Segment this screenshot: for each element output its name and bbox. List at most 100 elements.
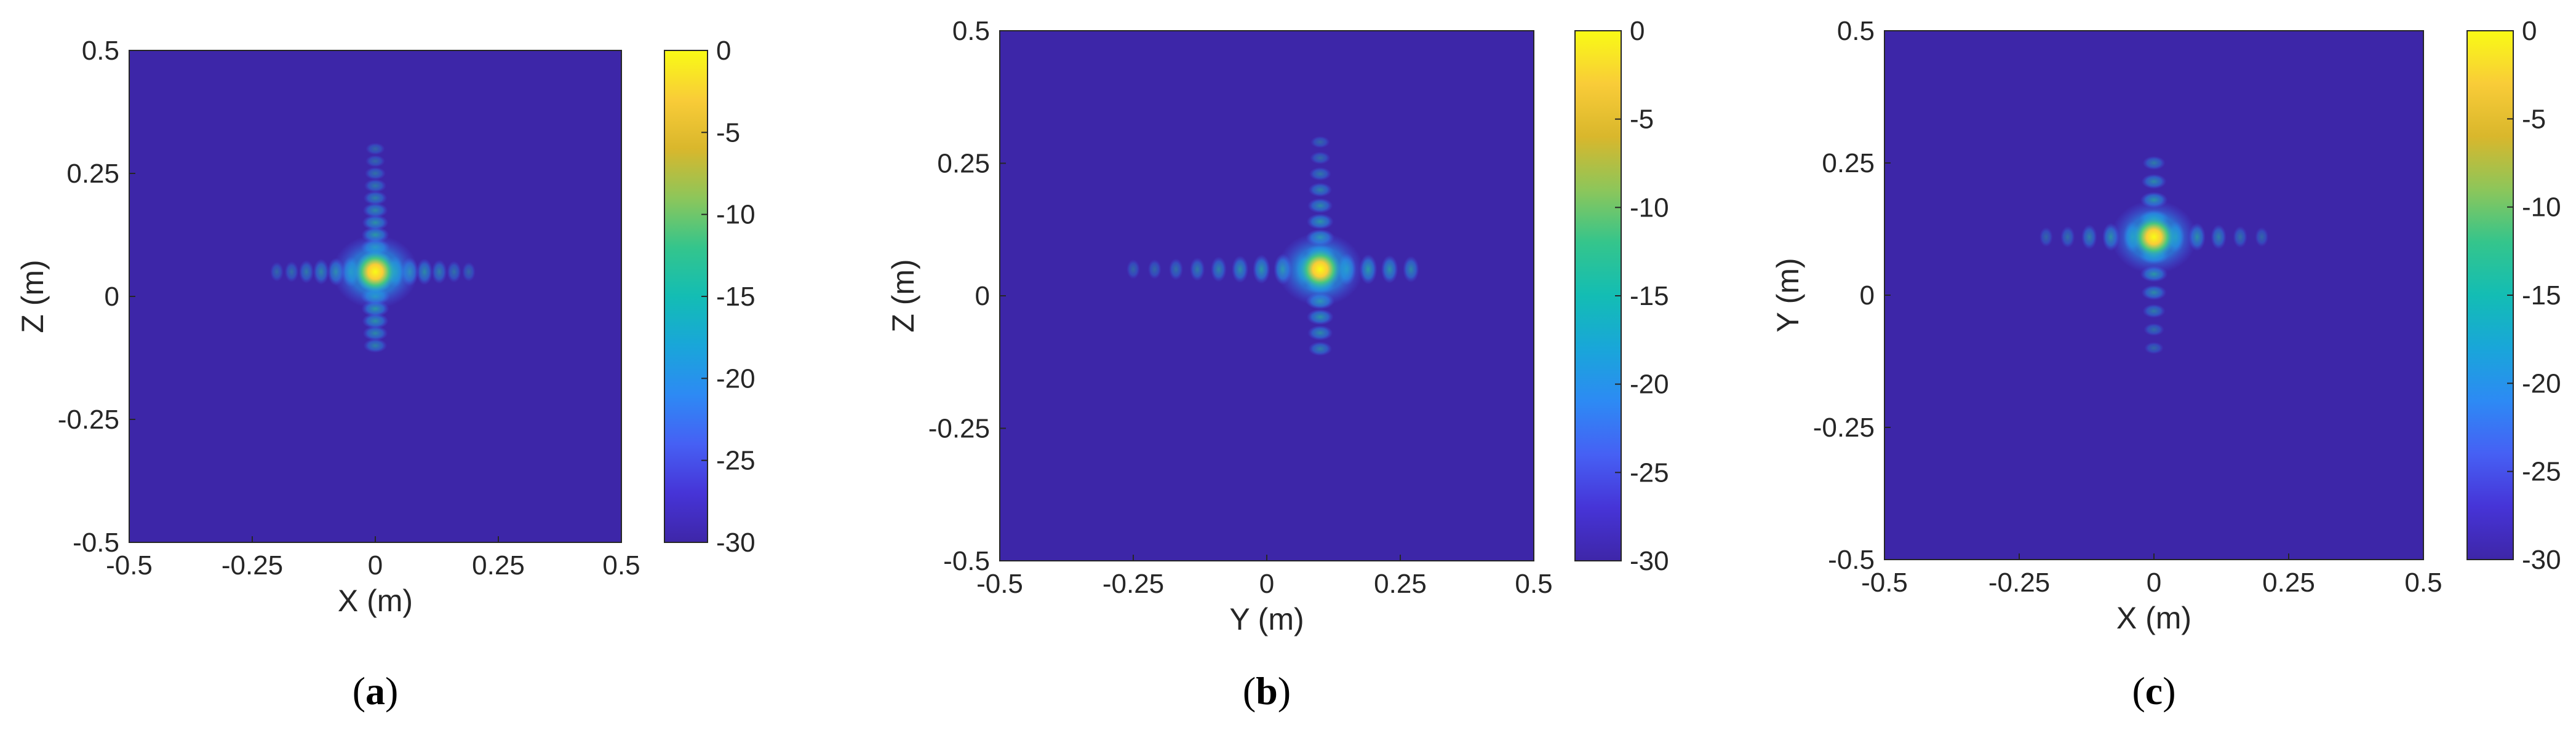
sidelobe-horizontal xyxy=(1253,255,1270,284)
sidelobe-horizontal xyxy=(2039,227,2053,247)
sidelobe-vertical xyxy=(1308,341,1333,356)
colorbar-tick-label: -10 xyxy=(2522,192,2561,223)
x-tick-label: 0 xyxy=(368,550,383,580)
sidelobe-horizontal xyxy=(284,261,299,283)
colorbar-tick-label: -30 xyxy=(1630,546,1669,576)
sidelobe-vertical xyxy=(2141,173,2167,189)
sidelobe-vertical xyxy=(363,338,388,353)
sidelobe-vertical xyxy=(365,143,385,155)
main-lobe-peak xyxy=(354,251,396,293)
colorbar xyxy=(1574,30,1622,561)
sidelobe-horizontal xyxy=(270,261,284,282)
sidelobe-vertical xyxy=(363,191,388,205)
sidelobe-horizontal xyxy=(1403,256,1419,283)
colorbar-tick-label: 0 xyxy=(2522,16,2537,46)
y-axis-label: Z (m) xyxy=(15,260,50,333)
sidelobe-vertical xyxy=(1306,309,1334,325)
sidelobe-vertical xyxy=(364,167,386,180)
sidelobe-vertical xyxy=(364,178,387,193)
panel-b: -0.5 -0.25 0 0.25 0.5 -0.5 -0.25 0 0.25 0.5 Y (m) Z… xyxy=(886,16,1669,713)
sidelobe-vertical xyxy=(362,202,388,218)
x-tick-label: 0 xyxy=(1259,569,1274,599)
colorbar-tick-label: -10 xyxy=(716,200,756,230)
colorbar-tick-label: -5 xyxy=(1630,105,1654,135)
colorbar-tick-label: -5 xyxy=(2522,104,2546,134)
colorbar-tick-label: 0 xyxy=(1630,16,1645,46)
sidelobe-horizontal xyxy=(1359,254,1378,285)
x-tick-label: -0.25 xyxy=(1103,569,1164,599)
x-tick-label: -0.5 xyxy=(1861,568,1908,598)
x-tick-label: 0.5 xyxy=(2404,568,2442,598)
colorbar-tick-label: 0 xyxy=(716,36,731,66)
x-tick-label: 0.25 xyxy=(1374,569,1427,599)
colorbar-tick-label: -30 xyxy=(2522,545,2561,575)
sidelobe-vertical xyxy=(362,215,389,231)
x-tick-label: 0.5 xyxy=(1515,569,1552,599)
colorbar-tick-label: -25 xyxy=(1630,458,1669,488)
y-tick-label: -0.25 xyxy=(58,405,119,435)
panel-caption: (a) xyxy=(353,669,399,713)
colorbar-tick-label: -5 xyxy=(716,117,740,148)
panel-c: -0.5 -0.25 0 0.25 0.5 -0.5 -0.25 0 0.25 0.5 X (m) Y… xyxy=(1771,16,2561,713)
y-tick-label: -0.25 xyxy=(1813,413,1875,443)
sidelobe-horizontal xyxy=(2060,226,2075,248)
sidelobe-vertical xyxy=(1306,213,1334,230)
sidelobe-vertical xyxy=(1308,182,1333,197)
y-tick-label: 0.5 xyxy=(1837,16,1875,46)
sidelobe-horizontal xyxy=(416,258,433,285)
sidelobe-horizontal xyxy=(1127,259,1140,279)
sidelobe-vertical xyxy=(362,325,388,341)
sidelobe-horizontal xyxy=(447,261,461,283)
sidelobe-horizontal xyxy=(1189,257,1205,282)
sidelobe-vertical xyxy=(1310,136,1330,148)
panel-a: -0.5 -0.25 0 0.25 0.5 -0.5 -0.25 0 0.25 0.5 X (m) Z… xyxy=(15,36,756,713)
sidelobe-vertical xyxy=(1309,167,1331,181)
x-tick-label: -0.5 xyxy=(106,550,153,580)
sidelobe-vertical xyxy=(1310,151,1331,165)
main-lobe-peak xyxy=(2133,216,2175,258)
y-tick-label: 0.25 xyxy=(937,149,990,179)
sidelobe-vertical xyxy=(365,155,385,167)
y-tick-label: 0.25 xyxy=(1822,148,1875,178)
y-axis-label: Z (m) xyxy=(886,259,920,332)
sidelobe-horizontal xyxy=(2211,224,2227,250)
y-tick-label: -0.25 xyxy=(928,414,990,444)
y-axis-label: Y (m) xyxy=(1771,258,1805,332)
x-tick-label: 0.5 xyxy=(602,550,640,580)
sidelobe-horizontal xyxy=(2233,226,2247,248)
sidelobe-vertical xyxy=(2143,323,2164,336)
colorbar-tick-label: -15 xyxy=(2522,280,2561,311)
sidelobe-horizontal xyxy=(1232,255,1249,283)
colorbar-tick-label: -15 xyxy=(1630,281,1669,311)
sidelobe-horizontal xyxy=(462,261,476,282)
panel-caption: (c) xyxy=(2132,669,2175,713)
panel-caption-letter: c xyxy=(2145,669,2163,713)
sidelobe-vertical xyxy=(2144,342,2164,354)
panel-caption: (b) xyxy=(1243,669,1291,713)
sidelobe-horizontal xyxy=(298,260,314,284)
x-axis-label: X (m) xyxy=(2116,601,2191,635)
sidelobe-vertical xyxy=(1307,198,1333,213)
y-tick-label: -0.5 xyxy=(73,528,119,558)
y-tick-label: 0 xyxy=(1860,280,1875,311)
sidelobe-horizontal xyxy=(1147,259,1162,280)
colorbar-tick-label: -15 xyxy=(716,282,756,312)
sidelobe-horizontal xyxy=(1168,258,1184,280)
y-tick-label: 0.5 xyxy=(82,36,119,66)
sidelobe-vertical xyxy=(2142,304,2166,319)
sidelobe-horizontal xyxy=(1381,255,1398,283)
sidelobe-vertical xyxy=(362,313,389,329)
y-tick-label: 0.5 xyxy=(952,16,990,46)
panel-caption-letter: b xyxy=(1256,669,1278,713)
sidelobe-horizontal xyxy=(313,259,329,285)
x-tick-label: 0.25 xyxy=(472,550,525,580)
colorbar-tick-label: -30 xyxy=(716,528,756,558)
x-axis-label: X (m) xyxy=(338,584,413,618)
x-tick-label: 0 xyxy=(2147,568,2161,598)
colorbar-tick-label: -20 xyxy=(2522,368,2561,398)
y-tick-label: 0 xyxy=(105,282,119,312)
sidelobe-vertical xyxy=(2141,285,2167,300)
sidelobe-horizontal xyxy=(2255,227,2269,247)
main-lobe-peak xyxy=(1299,248,1341,290)
